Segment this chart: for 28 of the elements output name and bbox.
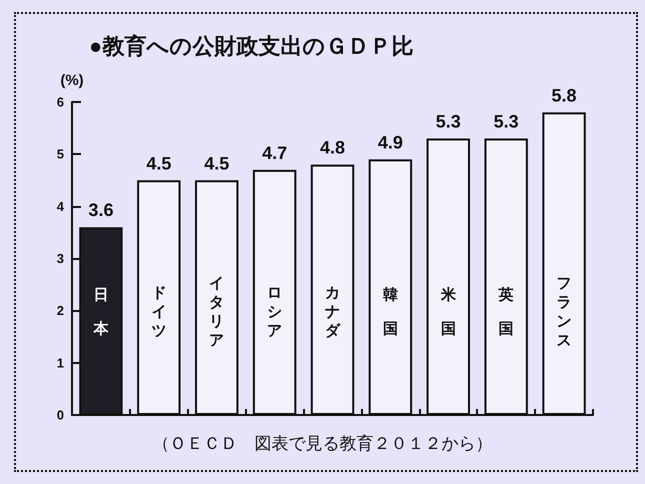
y-tick-label: 0	[56, 408, 64, 422]
y-tick-label: 5	[56, 146, 64, 162]
x-tick-label: 英国	[498, 286, 514, 338]
x-tick-label: イタリア	[209, 275, 224, 349]
data-label: 5.3	[436, 112, 461, 132]
chart-title: ●教育への公財政支出のＧＤＰ比	[89, 34, 414, 58]
y-tick-label: 4	[56, 198, 65, 214]
data-label: 5.3	[494, 112, 519, 132]
x-tick-label: カナダ	[325, 284, 341, 340]
y-axis-title: (%)	[60, 72, 84, 89]
y-tick-label: 2	[56, 303, 64, 318]
x-tick-label: 韓国	[382, 286, 398, 338]
x-tick-label: 日本	[92, 286, 110, 338]
x-tick-label: フランス	[556, 275, 572, 349]
data-label: 4.5	[146, 153, 172, 174]
data-label: 4.8	[320, 138, 346, 158]
y-tick-label: 3	[56, 251, 64, 266]
data-label: 4.5	[204, 153, 230, 174]
y-tick-label: 6	[56, 94, 64, 110]
x-tick-label: ドイツ	[151, 284, 166, 340]
data-label: 5.8	[552, 85, 577, 106]
data-label: 3.6	[88, 200, 114, 220]
data-label: 4.9	[378, 132, 403, 152]
text: （ＯＥＣＤ 図表で見る教育２０１２から）	[152, 434, 492, 453]
x-tick-label: 米国	[440, 286, 457, 338]
data-label: 4.7	[262, 142, 288, 163]
y-tick-label: 1	[56, 355, 64, 370]
x-tick-label: ロシア	[267, 284, 282, 340]
